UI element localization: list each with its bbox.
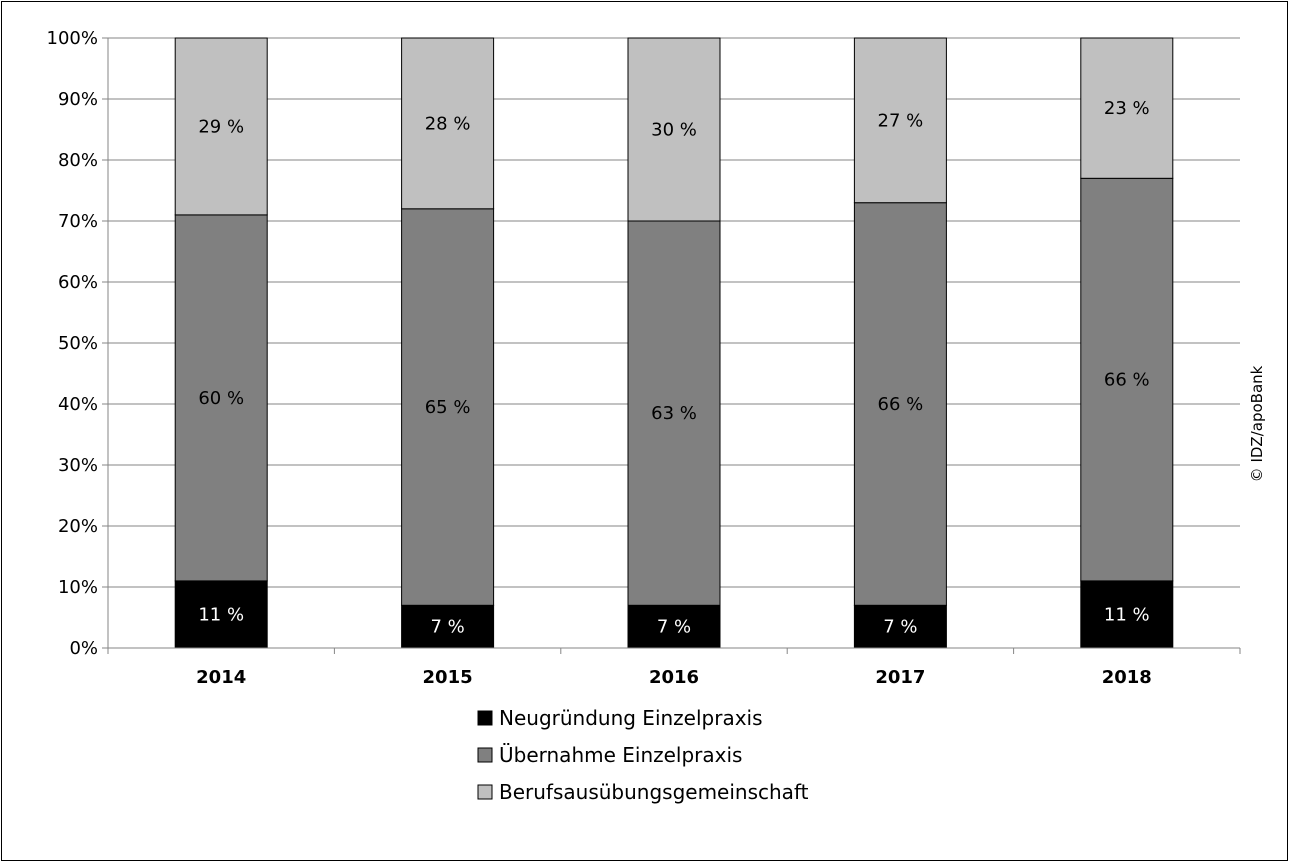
legend-label: Berufsausübungsgemeinschaft xyxy=(499,780,809,804)
data-label: 28 % xyxy=(425,113,471,134)
data-label: 66 % xyxy=(878,394,924,415)
bar-segment xyxy=(174,37,268,216)
y-tick-label: 60% xyxy=(58,272,98,293)
data-labels: 11 % 60 % 29 % 7 % 65 % 28 % 7 % 63 % 30 % 7 % 66 … xyxy=(198,98,1149,638)
bar-segment xyxy=(1080,580,1174,649)
data-label: 7 % xyxy=(657,617,691,638)
legend-swatch xyxy=(477,747,493,763)
y-tick-label: 90% xyxy=(58,89,98,110)
bar-segment xyxy=(1080,37,1174,179)
data-label: 66 % xyxy=(1104,370,1150,391)
legend-label: Neugründung Einzelpraxis xyxy=(499,706,763,730)
legend: Neugründung Einzelpraxis Übernahme Einzel… xyxy=(477,706,809,804)
x-category-label: 2016 xyxy=(649,667,699,688)
bar-segment xyxy=(174,214,268,582)
bar-segment xyxy=(174,580,268,649)
bar-segment xyxy=(853,604,947,649)
data-label: 29 % xyxy=(198,116,244,137)
legend-label: Übernahme Einzelpraxis xyxy=(499,743,742,767)
bar-segment xyxy=(627,220,721,606)
bars xyxy=(174,37,1174,649)
y-tick-label: 70% xyxy=(58,211,98,232)
y-tick-label: 30% xyxy=(58,455,98,476)
data-label: 30 % xyxy=(651,120,697,141)
bar-segment xyxy=(401,208,495,606)
bar-segment xyxy=(853,202,947,606)
legend-swatch xyxy=(477,784,493,800)
data-label: 27 % xyxy=(878,110,924,131)
data-label: 7 % xyxy=(430,617,464,638)
x-category-label: 2017 xyxy=(875,667,925,688)
data-label: 11 % xyxy=(1104,604,1150,625)
y-tick-label: 0% xyxy=(69,638,98,659)
bar-segment xyxy=(1080,177,1174,582)
bar-segment xyxy=(853,37,947,204)
x-category-labels: 2014 2015 2016 2017 2018 xyxy=(196,667,1152,688)
y-tick-labels: 0% 10% 20% 30% 40% 50% 60% 70% 80% 90% 100% xyxy=(47,28,98,659)
data-label: 23 % xyxy=(1104,98,1150,119)
data-label: 60 % xyxy=(198,388,244,409)
data-label: 11 % xyxy=(198,604,244,625)
bar-segment xyxy=(627,37,721,222)
y-tick-label: 50% xyxy=(58,333,98,354)
credit-label: © IDZ/apoBank xyxy=(1248,365,1266,482)
data-label: 7 % xyxy=(883,617,917,638)
bar-segment xyxy=(401,37,495,210)
y-tick-label: 80% xyxy=(58,150,98,171)
credit: © IDZ/apoBank xyxy=(1248,365,1266,482)
x-category-label: 2018 xyxy=(1102,667,1152,688)
data-label: 65 % xyxy=(425,397,471,418)
x-category-label: 2014 xyxy=(196,667,246,688)
data-label: 63 % xyxy=(651,403,697,424)
y-tick-label: 10% xyxy=(58,577,98,598)
y-tick-label: 20% xyxy=(58,516,98,537)
y-tick-label: 40% xyxy=(58,394,98,415)
legend-swatch xyxy=(477,710,493,726)
axes xyxy=(102,37,1241,654)
y-tick-label: 100% xyxy=(47,28,98,49)
bar-segment xyxy=(401,604,495,649)
x-category-label: 2015 xyxy=(423,667,473,688)
